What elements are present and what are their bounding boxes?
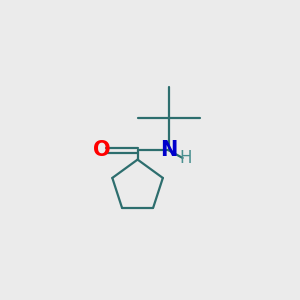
Text: O: O (93, 140, 111, 160)
Text: H: H (179, 149, 192, 167)
Text: N: N (160, 140, 178, 160)
